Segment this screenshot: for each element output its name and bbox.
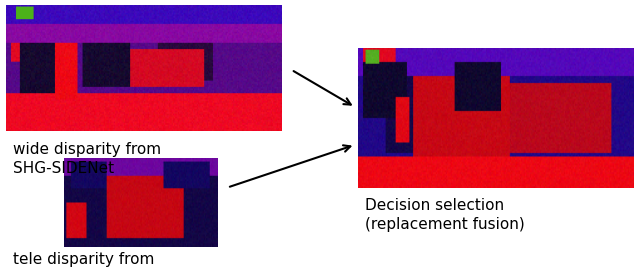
Text: wide disparity from
SHG-SIDENet: wide disparity from SHG-SIDENet (13, 142, 161, 176)
Text: Decision selection
(replacement fusion): Decision selection (replacement fusion) (365, 198, 525, 232)
FancyArrowPatch shape (294, 71, 351, 105)
FancyArrowPatch shape (230, 145, 350, 187)
Text: tele disparity from
TW-SMNet (T): tele disparity from TW-SMNet (T) (13, 252, 154, 268)
